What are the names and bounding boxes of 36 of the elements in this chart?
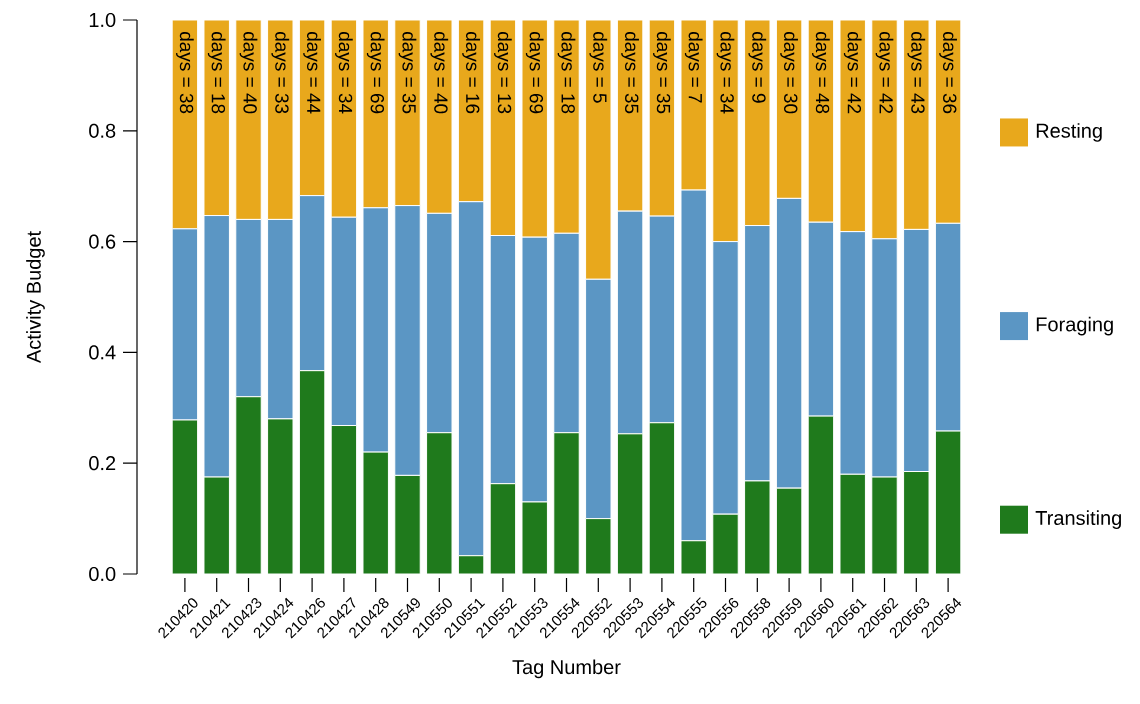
annotation: days = 16 — [462, 31, 480, 114]
annotation: days = 43 — [907, 31, 926, 114]
annotation: days = 44 — [303, 31, 321, 114]
x-axis-title: Tag Number — [512, 659, 621, 679]
y-axis-title: Activity Budget — [26, 231, 45, 364]
annotation: days = 9 — [748, 31, 767, 103]
annotation: days = 18 — [557, 31, 576, 114]
annotation: days = 48 — [812, 31, 830, 114]
text: Foraging — [1036, 316, 1113, 336]
annotation: days = 42 — [843, 31, 862, 114]
y-tick-label: 0.8 — [89, 123, 116, 138]
annotation: days = 69 — [366, 31, 385, 114]
annotation: days = 34 — [716, 31, 735, 114]
annotation: days = 34 — [335, 31, 353, 114]
annotation: days = 35 — [653, 31, 671, 114]
annotation: days = 35 — [621, 31, 639, 114]
annotation: days = 13 — [494, 31, 512, 114]
annotation: days = 18 — [207, 31, 226, 114]
annotation: days = 36 — [939, 31, 957, 114]
annotation: days = 5 — [589, 31, 608, 103]
legend-label: Transiting — [1035, 510, 1121, 530]
y-tick-label: 0.4 — [89, 345, 116, 360]
annotation: days = 38 — [176, 31, 194, 114]
annotation: days = 69 — [525, 31, 544, 114]
annotation: days = 42 — [875, 31, 894, 114]
annotation: days = 33 — [271, 31, 290, 114]
y-tick-label: 0.2 — [89, 456, 116, 471]
annotation: days = 30 — [780, 31, 798, 114]
annotation: days = 40 — [239, 31, 258, 114]
legend-label: Resting — [1036, 123, 1102, 142]
annotation: days = 7 — [684, 31, 703, 103]
annotation: days = 40 — [430, 31, 449, 114]
annotation: days = 35 — [398, 31, 417, 114]
y-tick-label: 0.6 — [89, 234, 116, 249]
y-tick-label: 1.0 — [89, 12, 116, 28]
y-tick-label: 0.0 — [89, 566, 116, 582]
